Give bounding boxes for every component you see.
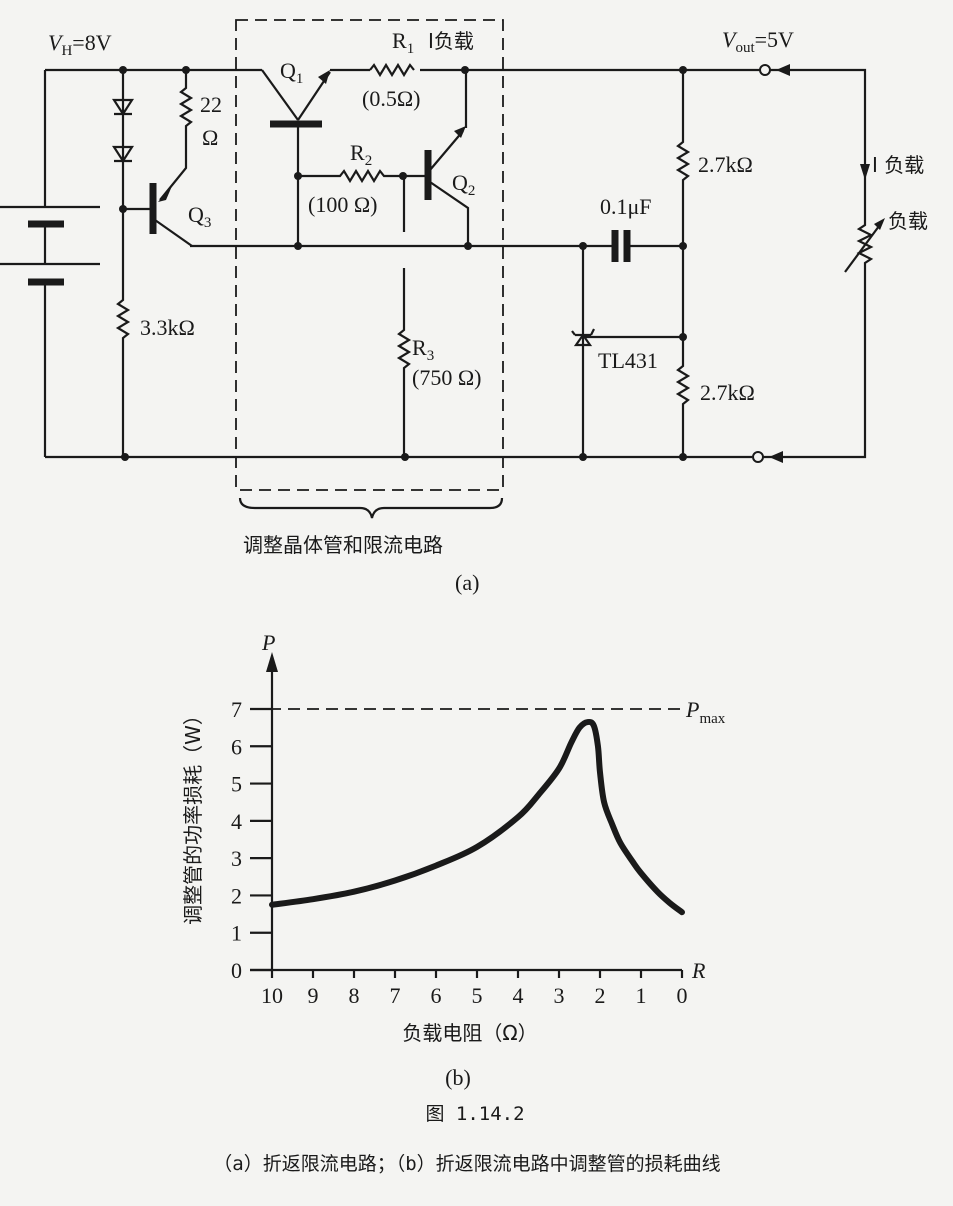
load-label: 负载 (888, 209, 928, 233)
y-tick-label: 4 (231, 809, 242, 834)
tl431-icon (571, 246, 683, 457)
q3-label: Q3 (188, 202, 211, 231)
capacitor-icon (611, 230, 631, 262)
x-tick-label: 1 (636, 983, 647, 1008)
x-tick-label: 8 (349, 983, 360, 1008)
tl431-label: TL431 (598, 348, 658, 373)
y-tick-label: 0 (231, 958, 242, 983)
r1-value: (0.5Ω) (362, 86, 421, 111)
resistor-r3-icon (396, 176, 412, 457)
y-axis-label: 调整管的功率损耗（W） (181, 705, 205, 925)
pmax-label: Pmax (685, 697, 726, 727)
transistor-q1-icon (261, 69, 331, 246)
resistor-2k7-top-icon (675, 70, 691, 457)
brace (238, 497, 504, 519)
load-current-label: I 负载 (872, 153, 924, 177)
load-loop-wire (763, 68, 874, 459)
box-caption: 调整晶体管和限流电路 (243, 533, 443, 557)
r27-top-value: 2.7kΩ (698, 152, 753, 177)
r22-unit: Ω (202, 125, 218, 150)
diode-icon (111, 70, 135, 209)
r2-label: R2 (350, 140, 372, 169)
capacitor-value: 0.1μF (600, 194, 652, 219)
x-axis-symbol: R (691, 958, 706, 983)
output-terminal-positive (759, 64, 771, 76)
x-tick-label: 10 (261, 983, 283, 1008)
y-tick-label: 6 (231, 734, 242, 759)
subfig-b-label: (b) (445, 1065, 471, 1090)
x-tick-label: 2 (595, 983, 606, 1008)
resistor-22-icon (159, 70, 194, 201)
transistor-q2-icon (424, 70, 470, 246)
transistor-q3-icon (123, 183, 193, 247)
y-axis-arrow-icon (266, 652, 278, 672)
r33-value: 3.3kΩ (140, 315, 195, 340)
x-tick-label: 4 (513, 983, 524, 1008)
y-tick-label: 2 (231, 883, 242, 908)
r3-label: R3 (412, 335, 434, 364)
r1-current-label: I负载 (428, 29, 474, 53)
y-tick-label: 7 (231, 697, 242, 722)
y-axis-symbol: P (261, 630, 275, 655)
r22-value: 22 (200, 92, 222, 117)
output-terminal-negative (752, 451, 764, 463)
resistor-3k3-icon (115, 209, 131, 457)
resistor-r2-icon (298, 168, 428, 184)
circuit-diagram: VH=8V Vout=5V Q1 Q2 Q3 R1 I负载 (0.5Ω) R2 … (0, 19, 928, 595)
arrow-icon (769, 64, 870, 463)
subfig-a-label: (a) (455, 570, 479, 595)
r1-label: R1 (392, 28, 414, 57)
figure-caption: （a）折返限流电路；（b）折返限流电路中调整管的损耗曲线 (213, 1153, 720, 1175)
junction-dots (119, 66, 687, 461)
x-axis-label: 负载电阻（Ω） (402, 1021, 537, 1045)
q1-label: Q1 (280, 58, 303, 87)
x-tick-label: 0 (677, 983, 688, 1008)
x-tick-label: 6 (431, 983, 442, 1008)
x-tick-label: 7 (390, 983, 401, 1008)
r27-bottom-value: 2.7kΩ (700, 380, 755, 405)
r2-value: (100 Ω) (308, 192, 378, 217)
power-loss-curve (269, 718, 685, 916)
variable-resistor-icon (844, 218, 885, 273)
y-tick-label: 5 (231, 772, 242, 797)
battery-icon (0, 70, 100, 457)
vout-label: Vout=5V (722, 27, 794, 56)
figure-number: 图 1.14.2 (425, 1103, 524, 1125)
q2-label: Q2 (452, 170, 475, 199)
vh-label: VH=8V (48, 30, 112, 59)
x-tick-label: 5 (472, 983, 483, 1008)
regulator-box (235, 19, 504, 491)
x-tick-label: 3 (554, 983, 565, 1008)
y-tick-label: 3 (231, 846, 242, 871)
resistor-r1-icon (369, 62, 415, 78)
x-tick-label: 9 (308, 983, 319, 1008)
y-tick-label: 1 (231, 921, 242, 946)
r3-value: (750 Ω) (412, 365, 482, 390)
